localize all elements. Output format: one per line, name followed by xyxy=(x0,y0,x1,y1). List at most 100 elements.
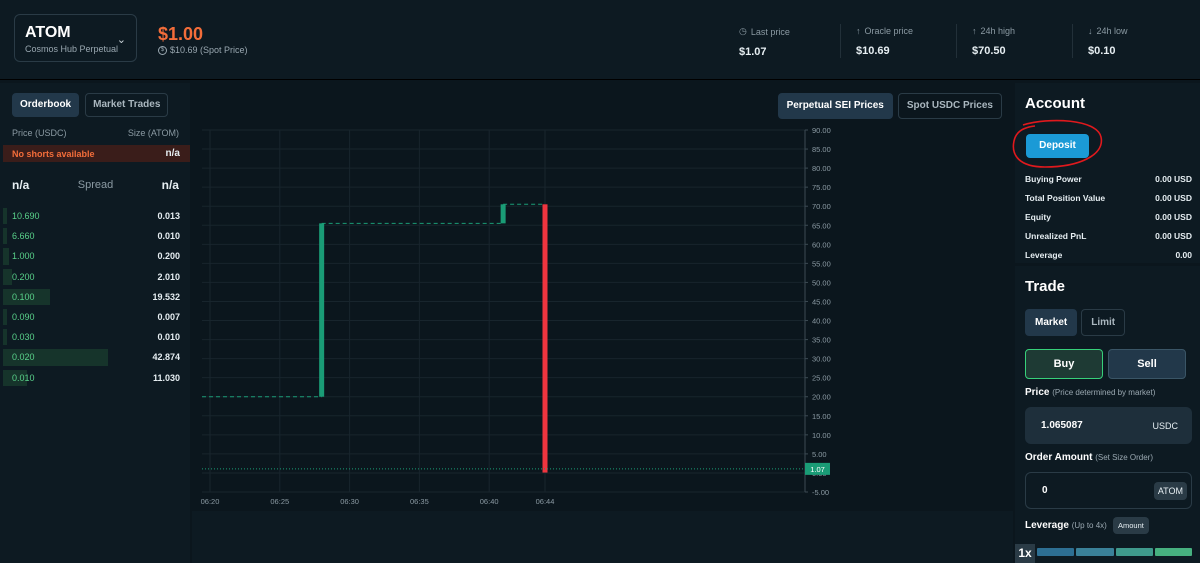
order-size: 0.010 xyxy=(157,332,180,343)
tab-market-order[interactable]: Market xyxy=(1025,309,1078,336)
leverage-label: Leverage (Up to 4x) xyxy=(1025,520,1107,531)
account-row: Unrealized PnL 0.00 USD xyxy=(1025,227,1192,246)
y-tick-label: 20.00 xyxy=(812,393,831,402)
stat-24h-low: ↓ 24h low $0.10 xyxy=(1088,26,1128,57)
orderbook-row[interactable]: 10.690 0.013 xyxy=(3,206,190,226)
account-row-label: Leverage xyxy=(1025,250,1063,261)
orderbook-row[interactable]: 0.010 11.030 xyxy=(3,368,190,388)
y-tick-label: 70.00 xyxy=(812,202,831,211)
account-row-label: Equity xyxy=(1025,211,1051,222)
y-tick-label: 90.00 xyxy=(812,126,831,135)
col-size: Size (ATOM) xyxy=(127,128,179,138)
account-panel: Account Deposit Buying Power 0.00 USD Tota… xyxy=(1012,83,1200,265)
order-price: 0.100 xyxy=(12,291,35,302)
y-tick-label: -5.00 xyxy=(812,488,829,497)
market-selector[interactable]: ATOM Cosmos Hub Perpetual ⌄ xyxy=(14,14,137,62)
y-tick-label: 25.00 xyxy=(812,374,831,383)
account-row: Leverage 0.00 xyxy=(1025,246,1192,265)
depth-bar xyxy=(3,369,28,386)
y-tick-label: 65.00 xyxy=(812,221,831,230)
price-hint: (Price determined by market) xyxy=(1052,388,1156,397)
leverage-slider[interactable] xyxy=(1037,548,1192,556)
amount-hint: (Set Size Order) xyxy=(1095,453,1153,462)
stat-value: $1.07 xyxy=(739,46,767,58)
amount-mode-pill[interactable]: Amount xyxy=(1113,517,1149,534)
market-header: ATOM Cosmos Hub Perpetual ⌄ $1.00 $ $10.… xyxy=(0,0,1200,80)
tab-orderbook[interactable]: Orderbook xyxy=(12,93,80,117)
amount-unit-toggle[interactable]: ATOM xyxy=(1153,481,1187,500)
spread-right: n/a xyxy=(161,178,179,192)
depth-bar xyxy=(3,268,13,285)
y-tick-label: 30.00 xyxy=(812,355,831,364)
arrow-down-icon: ↓ xyxy=(1088,26,1093,36)
x-tick-label: 06:35 xyxy=(410,497,429,506)
depth-bar xyxy=(3,288,50,305)
order-size: 19.532 xyxy=(152,291,180,302)
depth-bar xyxy=(3,248,9,265)
order-size: 0.007 xyxy=(157,312,180,323)
stat-24h-high: ↑ 24h high $70.50 xyxy=(972,26,1016,57)
leverage-segment xyxy=(1037,548,1075,556)
orderbook-row[interactable]: 0.100 19.532 xyxy=(3,287,190,307)
order-price: 0.090 xyxy=(12,312,35,323)
orderbook-tabs: Orderbook Market Trades xyxy=(12,93,169,117)
spot-price-line: $ $10.69 (Spot Price) xyxy=(158,45,248,55)
price-chart[interactable]: 90.00 85.00 80.00 75.00 70.00 65.00 60.00 55.00… xyxy=(192,83,1013,511)
orderbook-row[interactable]: 0.090 0.007 xyxy=(3,307,190,327)
y-tick-label: 50.00 xyxy=(812,278,831,287)
order-price: 6.660 xyxy=(12,231,35,242)
sell-button[interactable]: Sell xyxy=(1108,349,1186,379)
orderbook-row[interactable]: 0.030 0.010 xyxy=(3,327,190,347)
order-price: 0.010 xyxy=(12,372,35,383)
spread-label: Spread xyxy=(77,179,114,191)
stat-value: $70.50 xyxy=(972,45,1006,57)
price-value: 1.065087 xyxy=(1041,420,1083,431)
price-field: 1.065087 USDC xyxy=(1025,407,1192,444)
order-amount-input[interactable]: 0 ATOM xyxy=(1025,472,1192,509)
y-tick-label: 15.00 xyxy=(812,412,831,421)
spread-left: n/a xyxy=(12,178,30,192)
leverage-segment xyxy=(1076,548,1114,556)
stat-divider xyxy=(1072,24,1073,58)
stat-divider xyxy=(840,24,841,58)
market-name: Cosmos Hub Perpetual xyxy=(25,44,119,54)
orderbook-row[interactable]: 6.660 0.010 xyxy=(3,226,190,246)
tab-spot-prices[interactable]: Spot USDC Prices xyxy=(897,93,1002,119)
buy-button[interactable]: Buy xyxy=(1025,349,1103,379)
order-price: 0.200 xyxy=(12,271,35,282)
account-summary: Buying Power 0.00 USD Total Position Value… xyxy=(1025,169,1192,265)
account-row-value: 0.00 USD xyxy=(1155,173,1192,184)
no-shorts-value: n/a xyxy=(165,148,180,159)
account-row-value: 0.00 USD xyxy=(1155,231,1192,242)
orderbook-row[interactable]: 0.200 2.010 xyxy=(3,267,190,287)
chart-panel: 90.00 85.00 80.00 75.00 70.00 65.00 60.00 55.00… xyxy=(192,83,1013,511)
account-row-value: 0.00 xyxy=(1175,250,1192,261)
orderbook-row[interactable]: 0.020 42.874 xyxy=(3,347,190,367)
orderbook-row[interactable]: 1.000 0.200 xyxy=(3,246,190,266)
tab-limit-order[interactable]: Limit xyxy=(1081,309,1126,336)
coin-icon: $ xyxy=(158,45,167,55)
tab-perpetual-prices[interactable]: Perpetual SEI Prices xyxy=(777,93,893,119)
account-row-value: 0.00 USD xyxy=(1155,211,1192,222)
leverage-value-badge: 1x xyxy=(1015,544,1035,563)
spot-price: $10.69 (Spot Price) xyxy=(170,45,248,55)
depth-bar xyxy=(3,329,7,346)
stat-value: $0.10 xyxy=(1088,45,1116,57)
y-tick-label: 10.00 xyxy=(812,431,831,440)
order-size: 2.010 xyxy=(157,271,180,282)
last-price-label: 1.07 xyxy=(810,465,825,474)
x-tick-label: 06:40 xyxy=(480,497,499,506)
account-row-label: Buying Power xyxy=(1025,173,1082,184)
amount-label: Order Amount (Set Size Order) xyxy=(1025,452,1153,463)
candle xyxy=(319,223,325,397)
spread-row: n/a Spread n/a xyxy=(12,178,179,192)
deposit-button[interactable]: Deposit xyxy=(1026,134,1089,158)
last-price-tag xyxy=(805,462,830,475)
x-tick-label: 06:30 xyxy=(340,497,359,506)
chart-tabs: Perpetual SEI Prices Spot USDC Prices xyxy=(777,93,1002,119)
y-tick-label: 80.00 xyxy=(812,164,831,173)
y-tick-label: 5.00 xyxy=(812,450,827,459)
y-tick-label: 60.00 xyxy=(812,240,831,249)
arrow-up-icon: ↑ xyxy=(856,26,861,36)
tab-market-trades[interactable]: Market Trades xyxy=(85,93,169,117)
